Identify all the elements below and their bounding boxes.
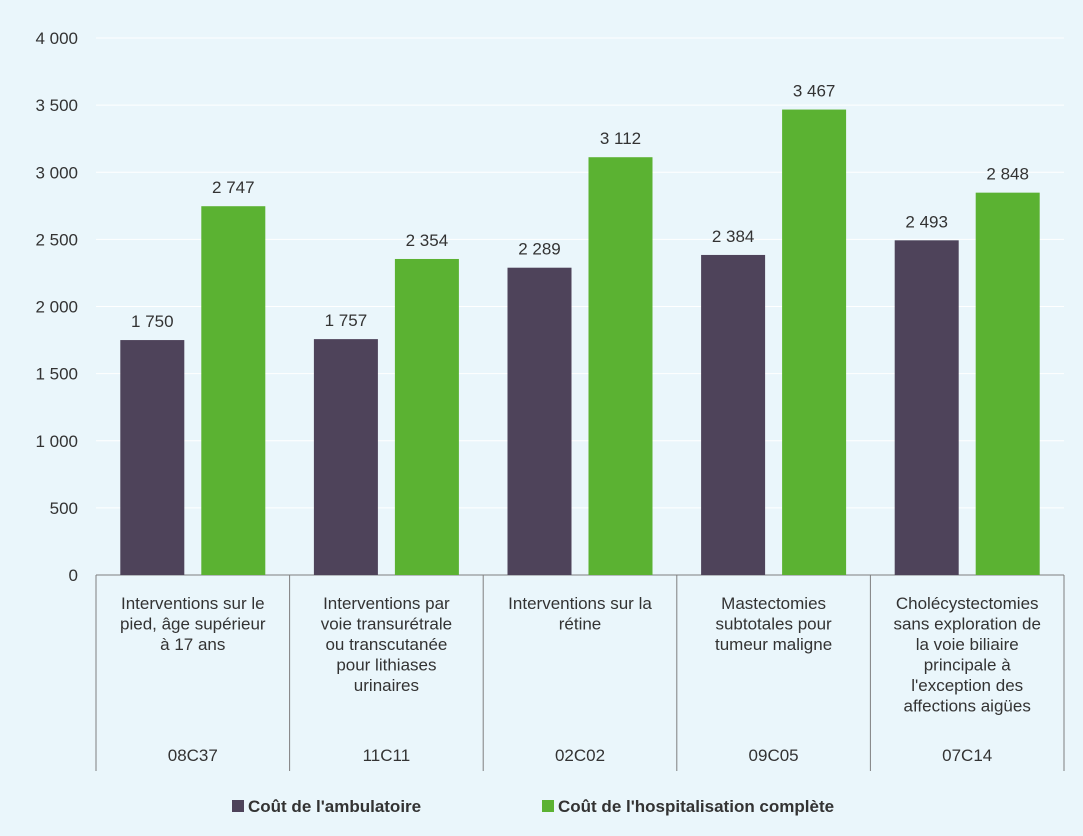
- category-label: l'exception des: [911, 676, 1023, 695]
- category-code: 08C37: [168, 746, 218, 765]
- bar-ambulatoire: [894, 240, 959, 575]
- category-label: pied, âge supérieur: [120, 615, 266, 634]
- category-code: 02C02: [555, 746, 605, 765]
- y-tick-label: 4 000: [35, 29, 78, 48]
- category-label: tumeur maligne: [715, 635, 832, 654]
- category-label: sans exploration de: [893, 615, 1040, 634]
- legend-label: Coût de l'hospitalisation complète: [558, 797, 834, 816]
- category-label: rétine: [559, 615, 602, 634]
- legend-label: Coût de l'ambulatoire: [248, 797, 421, 816]
- category-label: Interventions par: [323, 594, 450, 613]
- legend-swatch: [542, 800, 554, 812]
- category-label: pour lithiases: [336, 656, 436, 675]
- category-label: la voie biliaire: [916, 635, 1019, 654]
- data-label: 2 747: [212, 178, 255, 197]
- category-label: principale à: [924, 656, 1011, 675]
- data-label: 3 112: [600, 129, 641, 148]
- data-label: 2 289: [518, 240, 561, 259]
- category-label: Interventions sur le: [121, 594, 265, 613]
- y-tick-label: 500: [50, 499, 78, 518]
- category-label: à 17 ans: [160, 635, 225, 654]
- y-tick-label: 0: [69, 566, 78, 585]
- data-label: 2 354: [406, 231, 449, 250]
- data-label: 1 757: [325, 311, 368, 330]
- bar-hospitalisation: [201, 206, 266, 575]
- y-tick-label: 1 500: [35, 365, 78, 384]
- bar-hospitalisation: [975, 192, 1040, 575]
- y-tick-label: 2 500: [35, 230, 78, 249]
- category-label: Interventions sur la: [508, 594, 652, 613]
- category-code: 11C11: [363, 746, 411, 765]
- data-label: 2 493: [905, 212, 948, 231]
- category-code: 07C14: [942, 746, 992, 765]
- category-label: Mastectomies: [721, 594, 826, 613]
- category-label: urinaires: [354, 676, 419, 695]
- y-tick-label: 3 000: [35, 163, 78, 182]
- category-label: subtotales pour: [715, 615, 832, 634]
- data-label: 2 384: [712, 227, 755, 246]
- y-tick-label: 2 000: [35, 298, 78, 317]
- bar-ambulatoire: [701, 254, 766, 575]
- bar-ambulatoire: [120, 340, 185, 575]
- category-code: 09C05: [749, 746, 799, 765]
- data-label: 1 750: [131, 312, 174, 331]
- category-label: affections aigües: [904, 697, 1031, 716]
- category-label: ou transcutanée: [325, 635, 447, 654]
- category-label: voie transurétrale: [321, 615, 452, 634]
- y-tick-label: 3 500: [35, 96, 78, 115]
- legend-swatch: [232, 800, 244, 812]
- bar-ambulatoire: [507, 267, 572, 575]
- bar-hospitalisation: [588, 157, 653, 576]
- bar-hospitalisation: [782, 109, 847, 576]
- y-tick-label: 1 000: [35, 432, 78, 451]
- bar-ambulatoire: [313, 339, 378, 575]
- data-label: 3 467: [793, 82, 836, 101]
- category-label: Cholécystectomies: [896, 594, 1039, 613]
- data-label: 2 848: [986, 165, 1029, 184]
- bar-hospitalisation: [394, 258, 459, 575]
